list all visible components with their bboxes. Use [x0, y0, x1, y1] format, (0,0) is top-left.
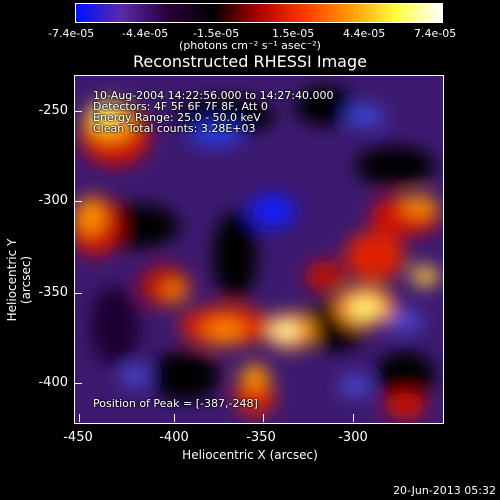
- y-tick-label: -300: [38, 193, 68, 208]
- annotation-energy: Energy Range: 25.0 - 50.0 keV: [93, 111, 261, 124]
- x-tick-label: -300: [338, 430, 368, 445]
- x-tick-label: -350: [246, 430, 276, 445]
- x-tick-mark: [263, 414, 264, 422]
- y-tick-label: -250: [38, 103, 68, 118]
- annotation-method: Clean Total counts: 3.28E+03: [93, 122, 256, 135]
- colorbar-tick-label: -7.4e-05: [48, 27, 95, 40]
- x-tick-label: -400: [159, 430, 189, 445]
- colorbar-units: (photons cm⁻² s⁻¹ asec⁻²): [179, 39, 321, 52]
- y-tick-mark: [74, 201, 82, 202]
- x-tick-mark: [174, 414, 175, 422]
- annotation-time-range: 10-Aug-2004 14:22:56.000 to 14:27:40.000: [93, 89, 334, 102]
- annotation-detectors: Detectors: 4F 5F 6F 7F 8F, Att 0: [93, 100, 268, 113]
- colorbar-tick-label: -4.4e-05: [122, 27, 169, 40]
- colorbar: [75, 3, 443, 23]
- colorbar-tick-label: 1.5e-05: [272, 27, 315, 40]
- colorbar-tick-label: 7.4e-05: [414, 27, 457, 40]
- y-axis-label: Heliocentric Y (arcsec): [5, 238, 33, 322]
- y-tick-mark: [74, 111, 82, 112]
- annotation-peak: Position of Peak = [-387,-248]: [93, 397, 258, 410]
- x-tick-mark: [353, 414, 354, 422]
- y-tick-mark: [74, 383, 82, 384]
- plot-title: Reconstructed RHESSI Image: [133, 52, 367, 71]
- x-axis-label: Heliocentric X (arcsec): [182, 448, 318, 462]
- y-tick-label: -400: [38, 375, 68, 390]
- rhessi-image: [74, 75, 444, 424]
- x-tick-label: -450: [63, 430, 93, 445]
- colorbar-tick-label: 4.4e-05: [343, 27, 386, 40]
- y-tick-label: -350: [38, 285, 68, 300]
- image-canvas: [75, 76, 443, 423]
- timestamp-footer: 20-Jun-2013 05:32: [393, 484, 496, 497]
- colorbar-tick-label: -1.5e-05: [193, 27, 240, 40]
- image-blobs: [75, 86, 440, 420]
- y-tick-mark: [74, 293, 82, 294]
- x-tick-mark: [79, 414, 80, 422]
